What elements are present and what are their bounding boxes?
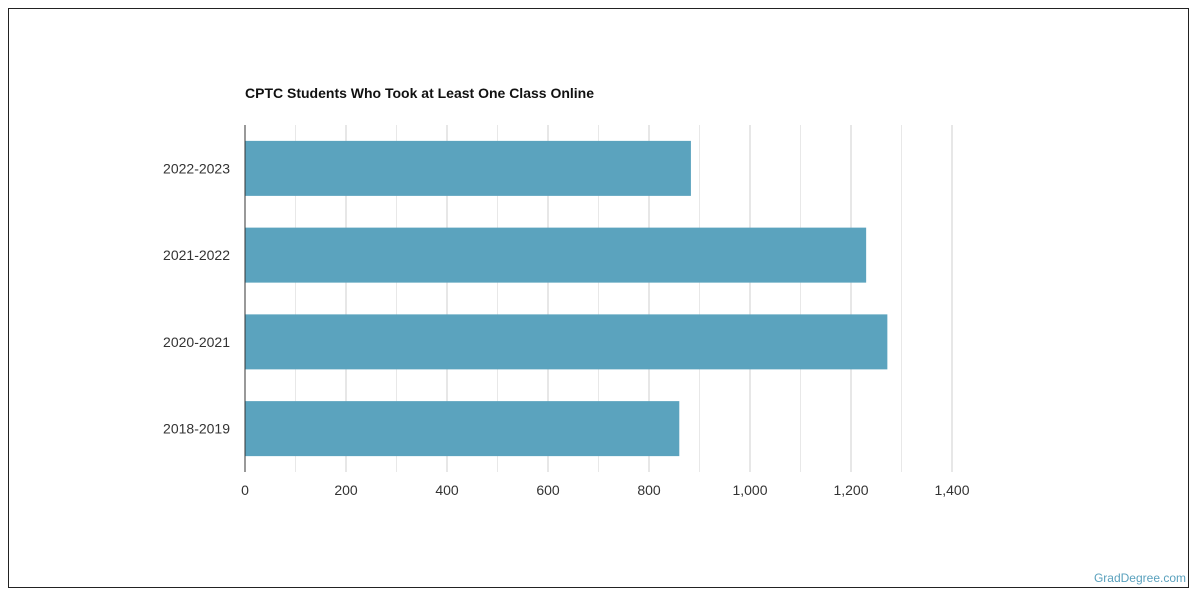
source-credit[interactable]: GradDegree.com bbox=[1093, 571, 1186, 585]
bar-2022-2023[interactable] bbox=[245, 140, 691, 196]
x-tick-label: 1,400 bbox=[934, 482, 969, 498]
chart-title: CPTC Students Who Took at Least One Clas… bbox=[245, 85, 595, 101]
category-label: 2021-2022 bbox=[163, 247, 230, 263]
x-tick-label: 200 bbox=[334, 482, 358, 498]
category-label: 2022-2023 bbox=[163, 160, 230, 176]
bar-2018-2019[interactable] bbox=[245, 401, 680, 457]
bar-2020-2021[interactable] bbox=[245, 314, 888, 370]
y-category-labels: 2022-2023 2021-2022 2020-2021 2018-2019 bbox=[163, 160, 230, 436]
x-tick-label: 0 bbox=[241, 482, 249, 498]
x-tick-label: 400 bbox=[435, 482, 459, 498]
x-tick-label: 600 bbox=[536, 482, 560, 498]
category-label: 2020-2021 bbox=[163, 334, 230, 350]
category-label: 2018-2019 bbox=[163, 421, 230, 437]
bars bbox=[245, 140, 888, 457]
x-tick-label: 1,000 bbox=[732, 482, 767, 498]
bar-2021-2022[interactable] bbox=[245, 227, 867, 283]
x-tick-labels: 0 200 400 600 800 1,000 1,200 1,400 bbox=[241, 482, 970, 498]
x-tick-label: 800 bbox=[637, 482, 661, 498]
x-tick-label: 1,200 bbox=[833, 482, 868, 498]
